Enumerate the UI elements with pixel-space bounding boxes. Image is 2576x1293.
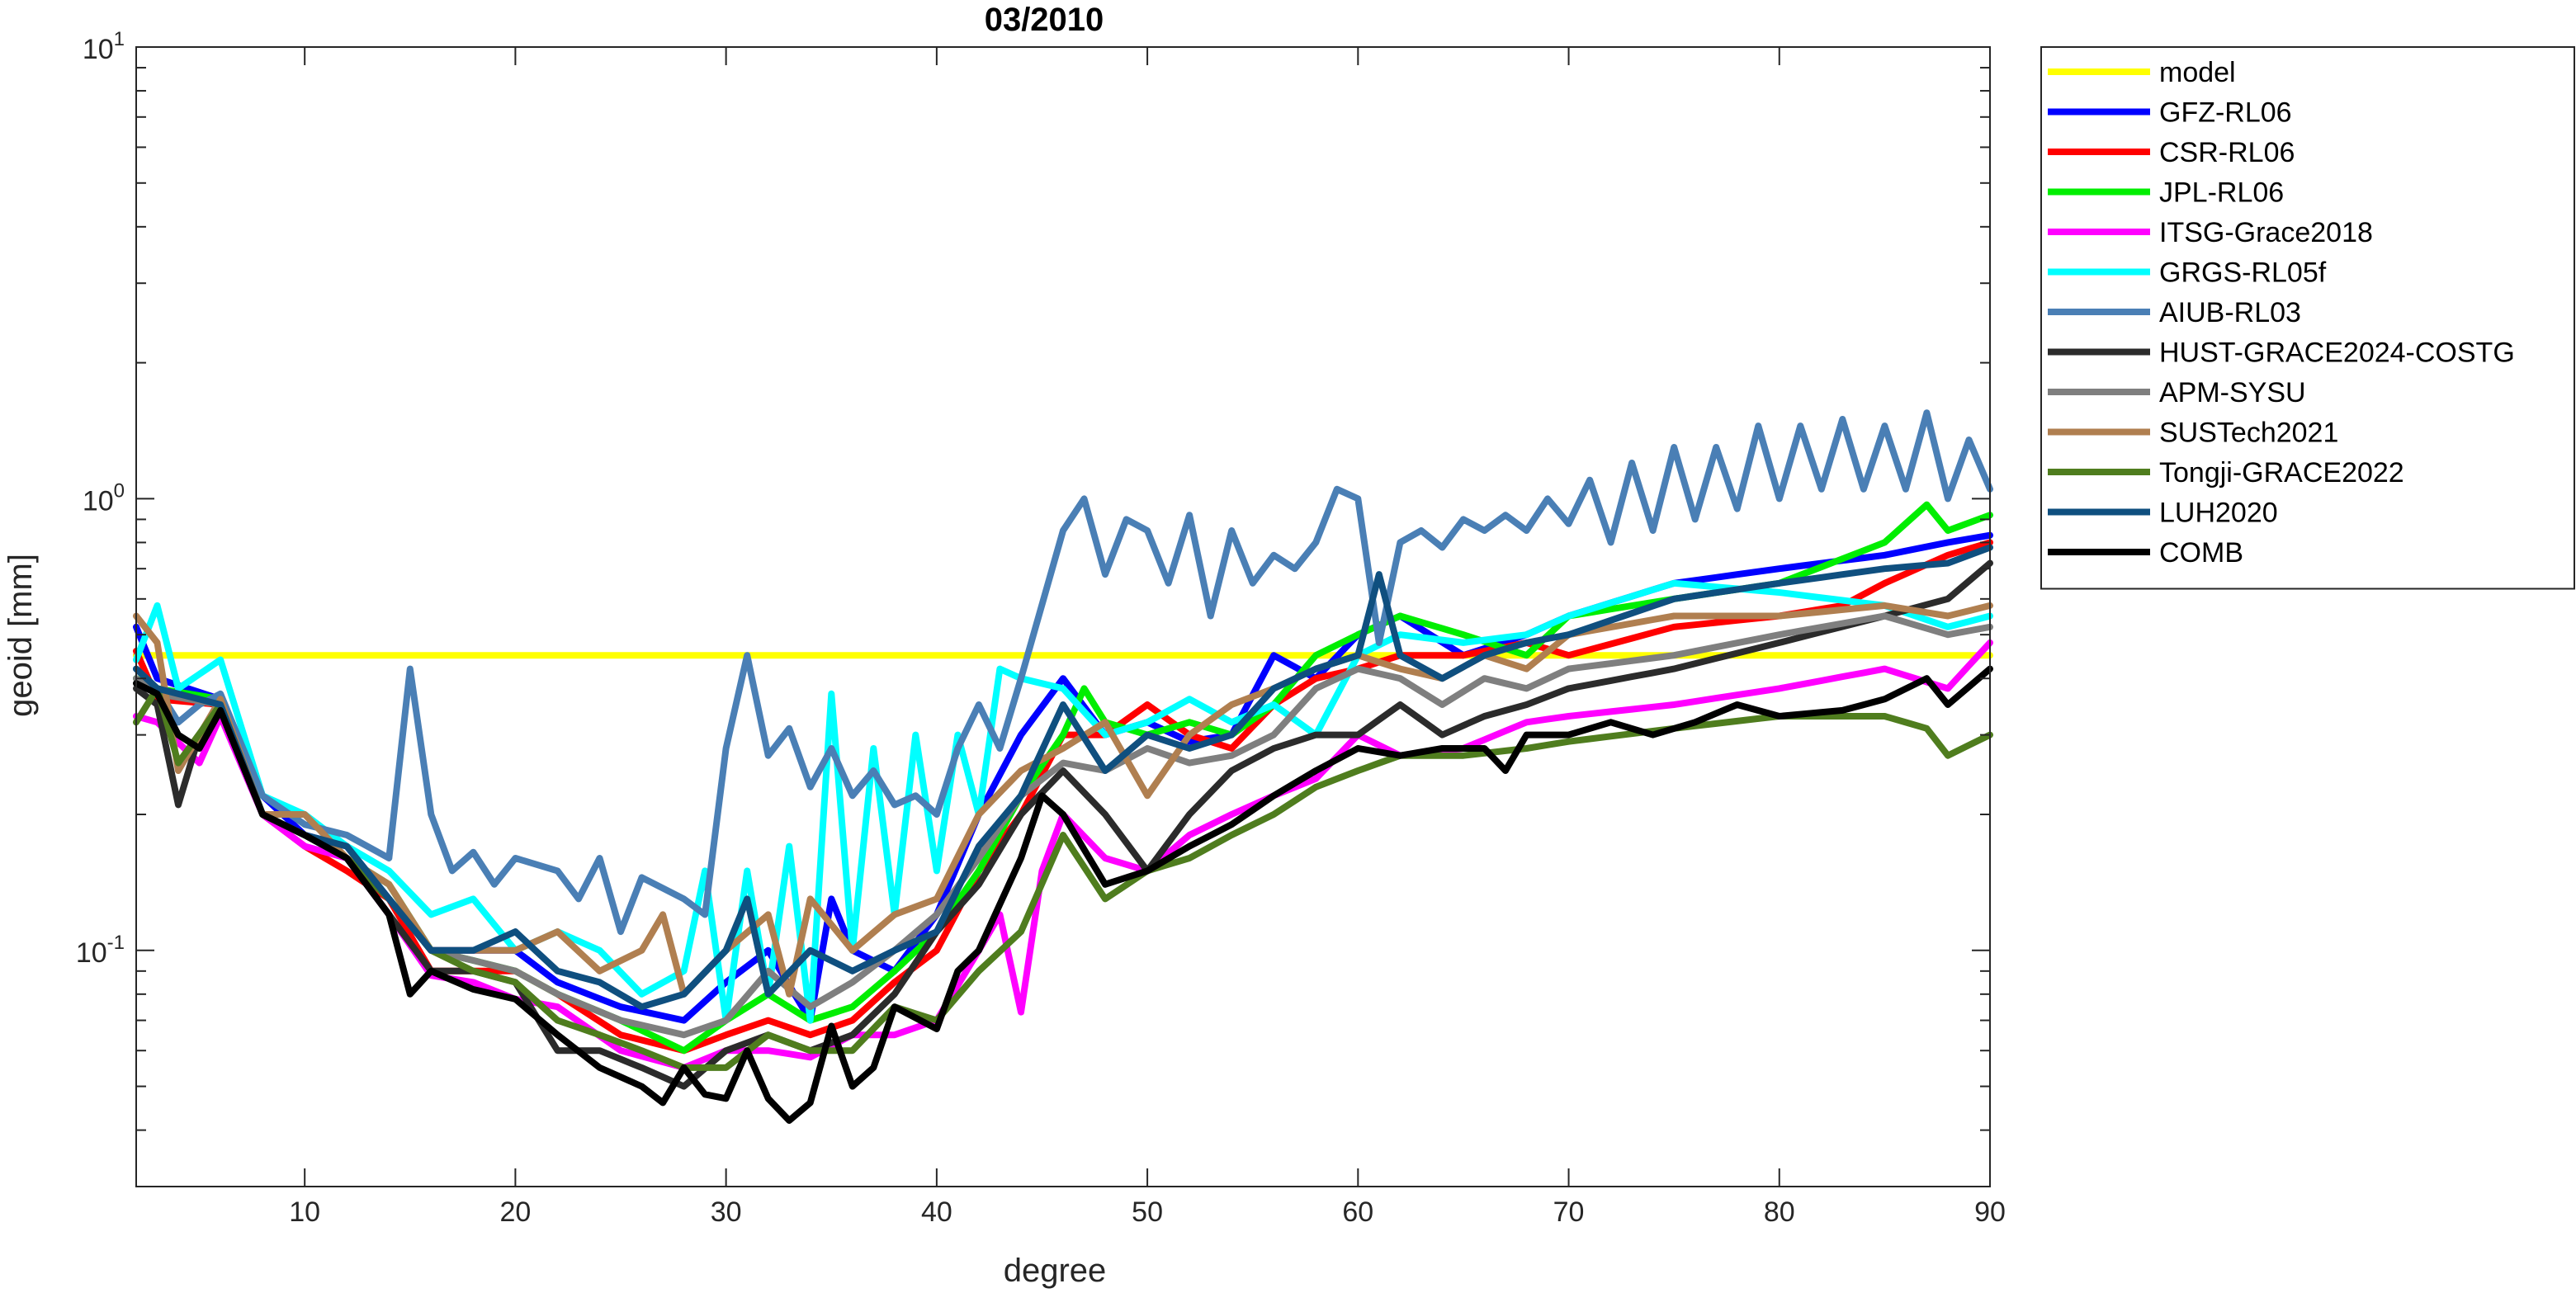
legend-label: LUH2020 (2159, 498, 2278, 529)
legend-box (2040, 46, 2575, 590)
axis-ticks: 10 20 30 40 50 60 70 80 90 101 100 10-1 (76, 28, 2006, 1228)
series-lines (133, 409, 1993, 1124)
legend-label: APM-SYSU (2159, 377, 2306, 408)
legend-label: COMB (2159, 537, 2243, 569)
y-axis-label: geoid [mm] (2, 554, 39, 717)
series-line-luh2020 (133, 544, 1993, 1011)
legend-label: GFZ-RL06 (2159, 97, 2292, 129)
x-tick-label: 70 (1553, 1196, 1585, 1228)
x-tick-label: 20 (499, 1196, 531, 1228)
plot-area-frame (135, 46, 1991, 1187)
legend-label: ITSG-Grace2018 (2159, 217, 2373, 248)
x-tick-label: 60 (1342, 1196, 1373, 1228)
x-tick-label: 80 (1764, 1196, 1795, 1228)
legend-label: GRGS-RL05f (2159, 257, 2327, 289)
chart-title: 03/2010 (985, 2, 1104, 38)
x-tick-label: 10 (289, 1196, 320, 1228)
legend-label: AIUB-RL03 (2159, 297, 2301, 328)
x-tick-label: 30 (711, 1196, 742, 1228)
x-tick-label: 40 (921, 1196, 952, 1228)
y-tick-label: 10-1 (76, 932, 125, 969)
x-tick-label: 90 (1974, 1196, 2006, 1228)
legend-label: SUSTech2021 (2159, 418, 2338, 449)
x-axis-label: degree (1004, 1253, 1107, 1289)
legend-label: CSR-RL06 (2159, 137, 2295, 168)
x-tick-label: 50 (1132, 1196, 1163, 1228)
legend-label: Tongji-GRACE2022 (2159, 457, 2404, 488)
series-line-grgs-rl05f (133, 579, 1993, 1024)
series-line-aiub-rl03 (133, 409, 1993, 936)
legend-label: model (2159, 57, 2236, 88)
legend-label: JPL-RL06 (2159, 177, 2284, 209)
series-line-comb (133, 665, 1993, 1124)
y-tick-label: 100 (83, 479, 125, 517)
series-line-hust-grace2024-costg (133, 559, 1993, 1090)
legend-label: HUST-GRACE2024-COSTG (2159, 337, 2515, 369)
legend: model GFZ-RL06 CSR-RL06 JPL-RL06 ITSG-Grace2… (2040, 46, 2575, 590)
y-tick-label: 101 (83, 28, 125, 65)
